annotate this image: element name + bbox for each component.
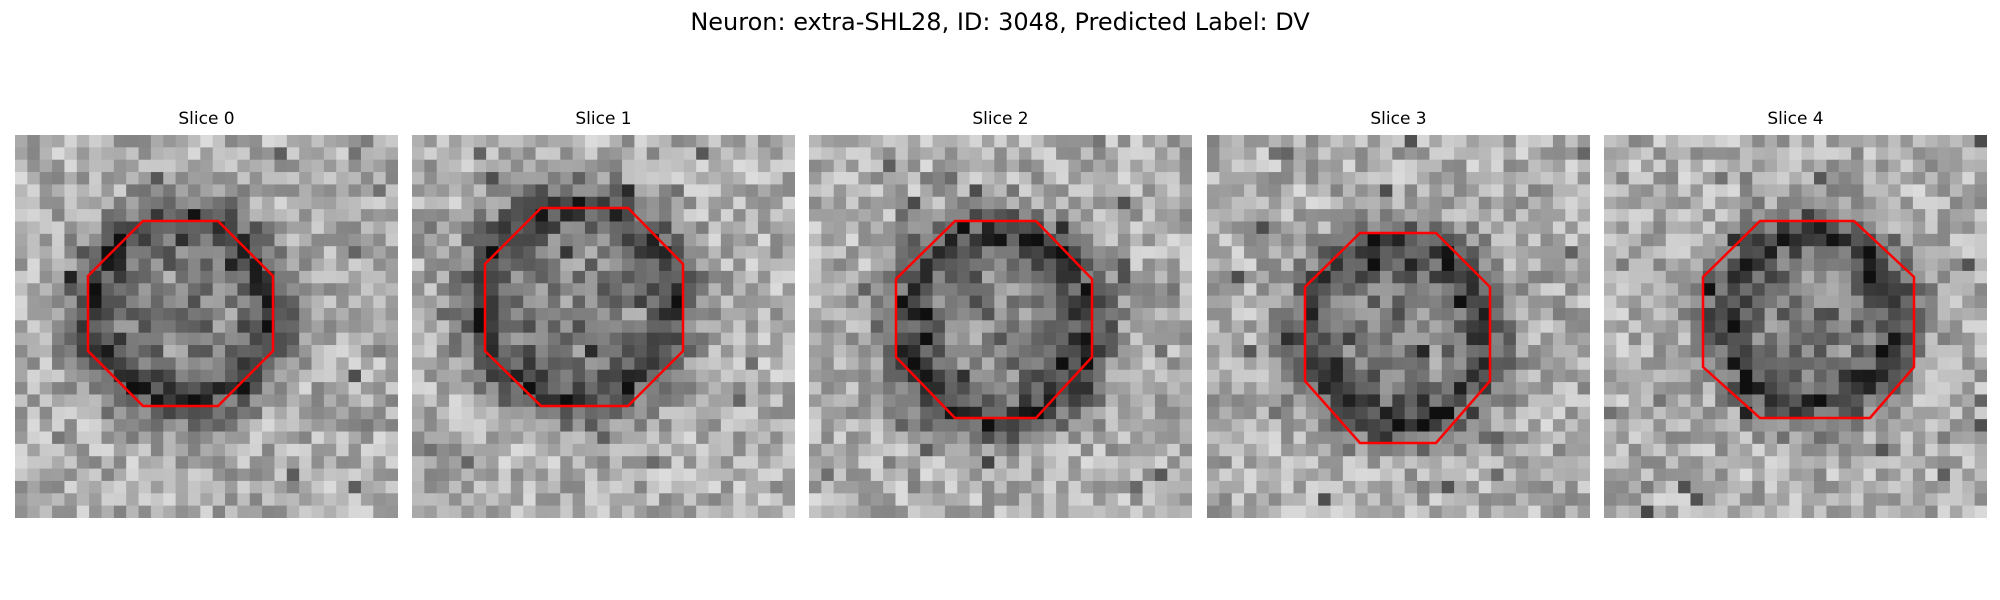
slice-image-4 xyxy=(1604,135,1987,518)
figure-title: Neuron: extra-SHL28, ID: 3048, Predicted… xyxy=(690,8,1310,36)
slice-title-0: Slice 0 xyxy=(178,109,235,129)
roi-octagon-4 xyxy=(1701,219,1916,420)
slice-title-2: Slice 2 xyxy=(972,109,1029,129)
slice-image-1 xyxy=(412,135,795,518)
slice-title-4: Slice 4 xyxy=(1767,109,1824,129)
roi-octagon-0 xyxy=(86,219,275,408)
slice-title-1: Slice 1 xyxy=(575,109,632,129)
slice-image-3 xyxy=(1207,135,1590,518)
slice-image-2 xyxy=(809,135,1192,518)
roi-octagon-2 xyxy=(894,219,1094,420)
roi-octagon-3 xyxy=(1303,231,1492,445)
roi-octagon-1 xyxy=(483,206,685,408)
slice-title-3: Slice 3 xyxy=(1370,109,1427,129)
slice-image-0 xyxy=(15,135,398,518)
